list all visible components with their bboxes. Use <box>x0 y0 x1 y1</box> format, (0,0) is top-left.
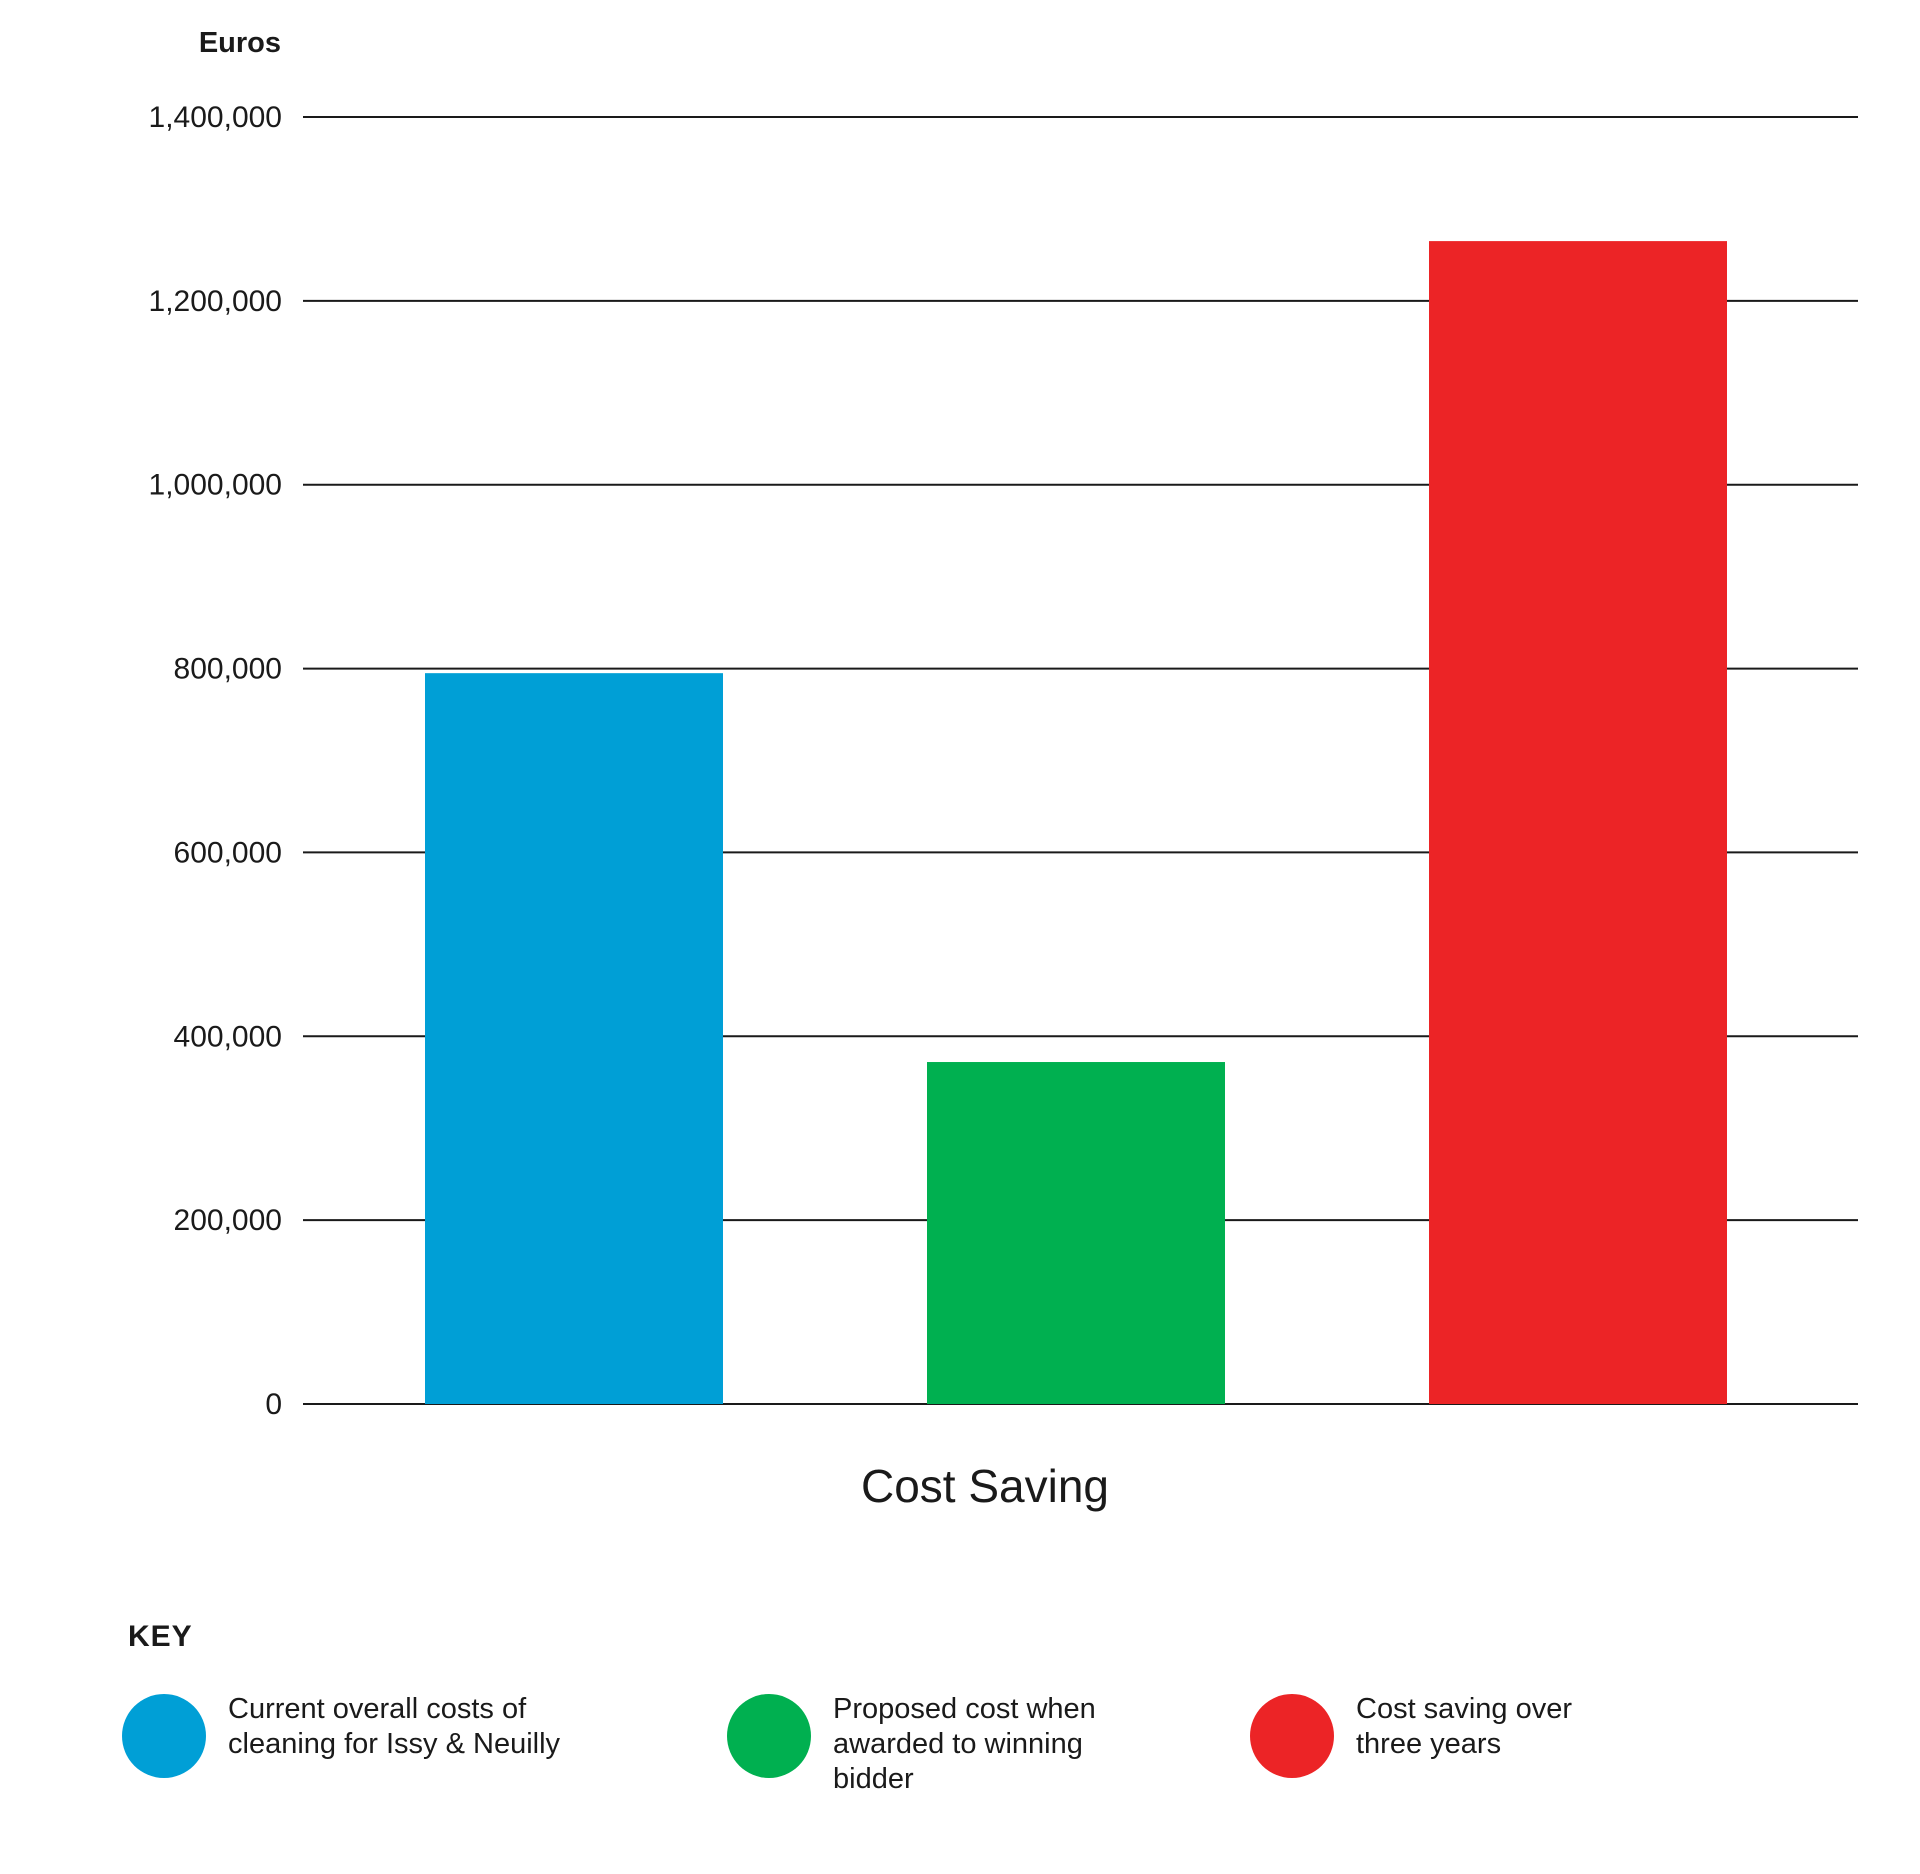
legend-label-cost-saving: Cost saving over three years <box>1356 1693 1572 1760</box>
legend-title: KEY <box>128 1620 193 1653</box>
y-tick-label: 1,400,000 <box>149 101 282 134</box>
bar-1 <box>425 673 723 1404</box>
y-tick-label: 1,000,000 <box>149 469 282 502</box>
y-tick-label: 600,000 <box>174 836 282 869</box>
bars <box>425 241 1727 1405</box>
legend-item-current-costs: Current overall costs of cleaning for Is… <box>122 1692 618 1778</box>
bar-2 <box>927 1062 1225 1404</box>
y-tick-label: 0 <box>265 1388 282 1421</box>
legend-item-cost-saving: Cost saving over three years <box>1250 1692 1746 1778</box>
y-tick-label: 800,000 <box>174 653 282 686</box>
legend-swatch-green <box>727 1694 811 1778</box>
y-axis-unit-label: Euros <box>199 27 281 59</box>
y-tick-label: 1,200,000 <box>149 285 282 318</box>
legend-swatch-blue <box>122 1694 206 1778</box>
legend-swatch-red <box>1250 1694 1334 1778</box>
legend-label-proposed-cost: Proposed cost when awarded to winning bi… <box>833 1693 1096 1795</box>
y-axis-ticks: 0 200,000 400,000 600,000 800,000 1,000,000 1,… <box>149 101 282 1421</box>
y-tick-label: 200,000 <box>174 1204 282 1237</box>
legend: KEY Current overall costs of cleaning fo… <box>0 1620 1920 1840</box>
bar-chart: Euros 0 200,000 400,000 600,000 800,000 1,000… <box>149 27 1858 1512</box>
legend-label-current-costs: Current overall costs of cleaning for Is… <box>228 1693 561 1760</box>
bar-3 <box>1429 241 1727 1405</box>
x-axis-label: Cost Saving <box>861 1460 1109 1512</box>
y-tick-label: 400,000 <box>174 1020 282 1053</box>
legend-item-proposed-cost: Proposed cost when awarded to winning bi… <box>727 1692 1223 1797</box>
